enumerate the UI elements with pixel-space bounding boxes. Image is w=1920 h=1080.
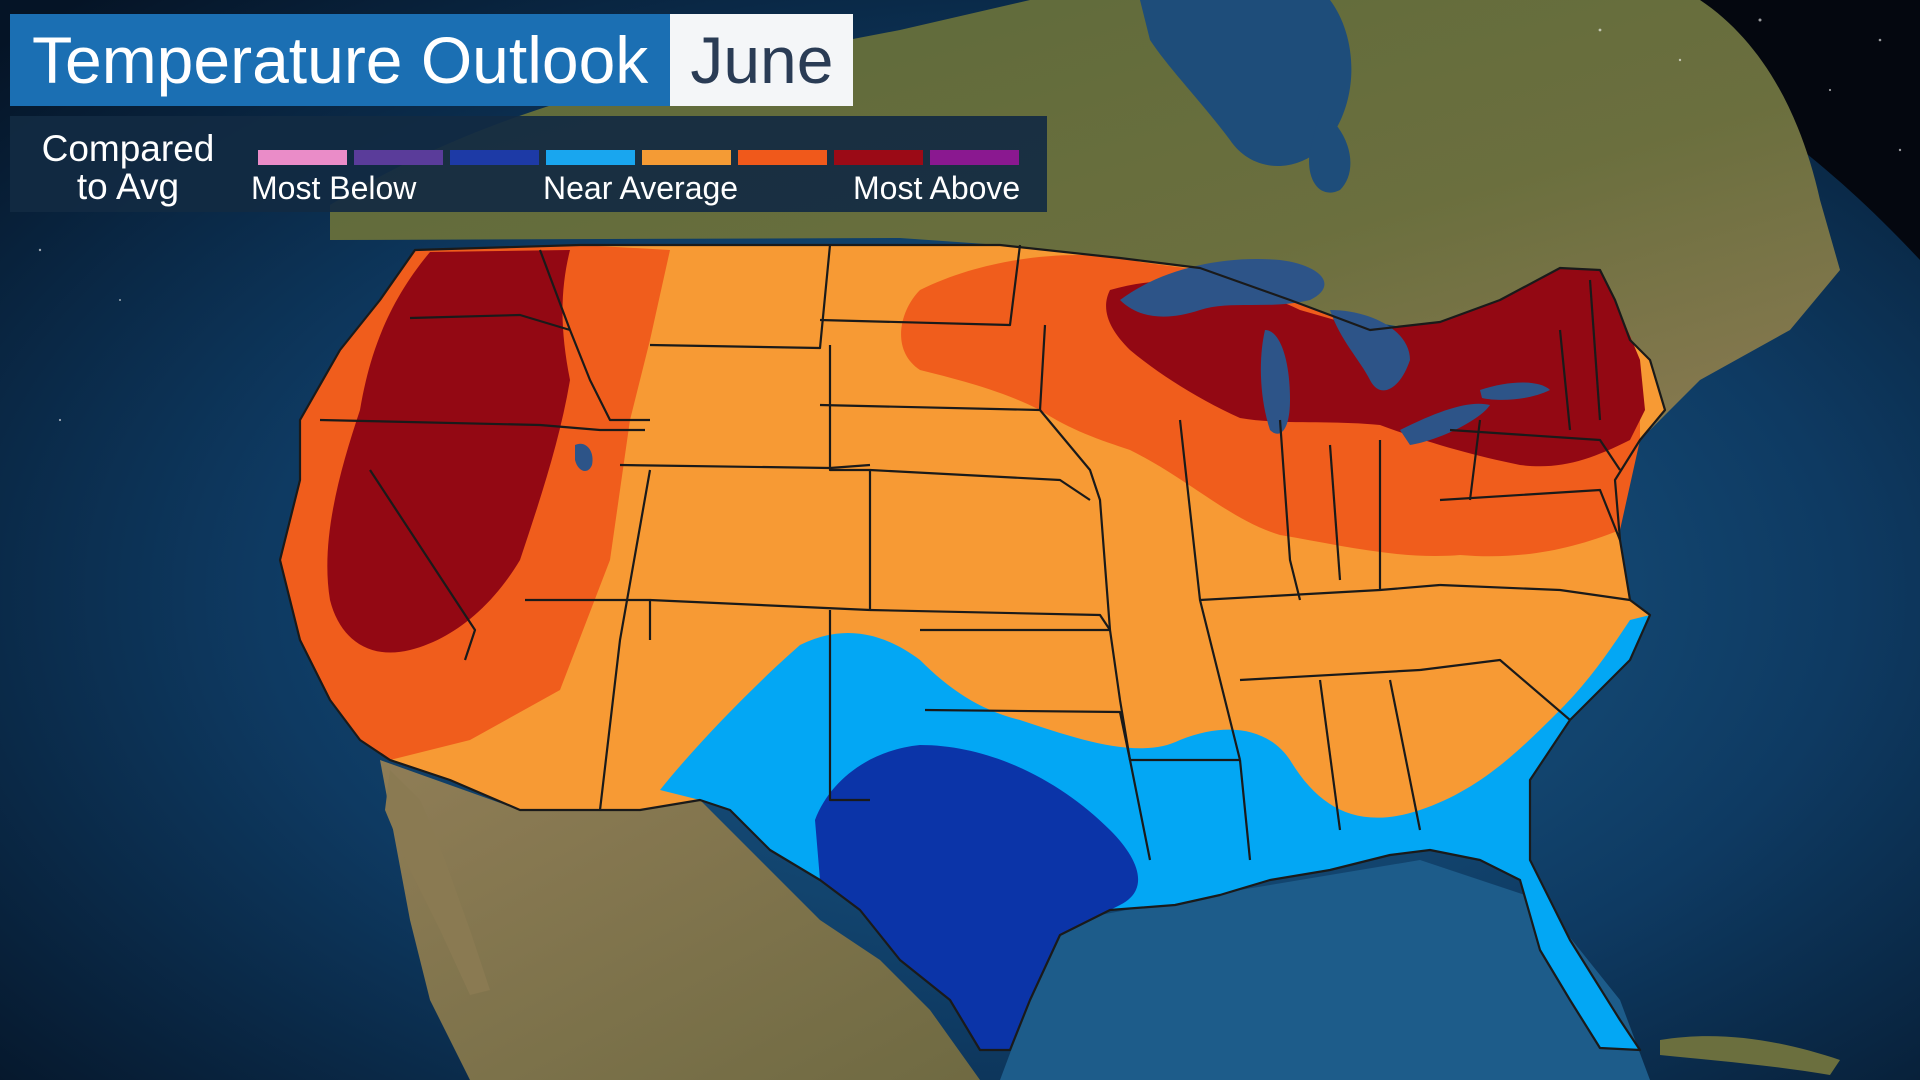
west-darkred-zone [327,250,570,653]
lake-ontario [1480,382,1550,400]
legend-swatch-light-orange [642,150,731,165]
lake-superior [1120,259,1325,317]
legend-label-near-average: Near Average [543,170,739,206]
lake-huron [1330,310,1410,391]
gulf-of-mexico [1000,860,1650,1080]
page-title: Temperature Outlook [10,14,671,106]
legend-caption-line1: Compared [41,128,215,169]
stars [38,18,1902,422]
legend-swatch-pink [258,150,347,165]
legend-label-most-above: Most Above [853,170,1021,206]
legend-swatch-purple [930,150,1019,165]
legend-swatch-violet [354,150,443,165]
legend-label-most-below: Most Below [251,170,417,206]
texas-darkblue-zone [815,745,1139,1050]
title-bar: Temperature Outlook June [10,14,854,106]
legend-caption: Compared to Avg [28,130,228,206]
lake-michigan [1260,330,1290,434]
legend: Compared to Avg Most Below Near Average … [10,116,1047,212]
lake-erie [1400,403,1490,445]
cuba [1660,1036,1840,1075]
legend-swatch-dark-blue [450,150,539,165]
legend-swatch-dark-red [834,150,923,165]
hudson-bay [1140,0,1352,167]
state-borders [278,243,1667,1052]
space-corner [1500,0,1920,260]
legend-caption-line2: to Avg [76,166,180,207]
great-salt-lake [575,443,593,472]
james-bay [1309,110,1351,193]
legend-swatch-light-blue [546,150,635,165]
month-label: June [670,14,854,106]
mexico-land [380,760,980,1080]
legend-swatch-orange [738,150,827,165]
legend-swatches [258,150,1019,165]
great-lakes [1120,259,1550,445]
baja [385,770,490,995]
